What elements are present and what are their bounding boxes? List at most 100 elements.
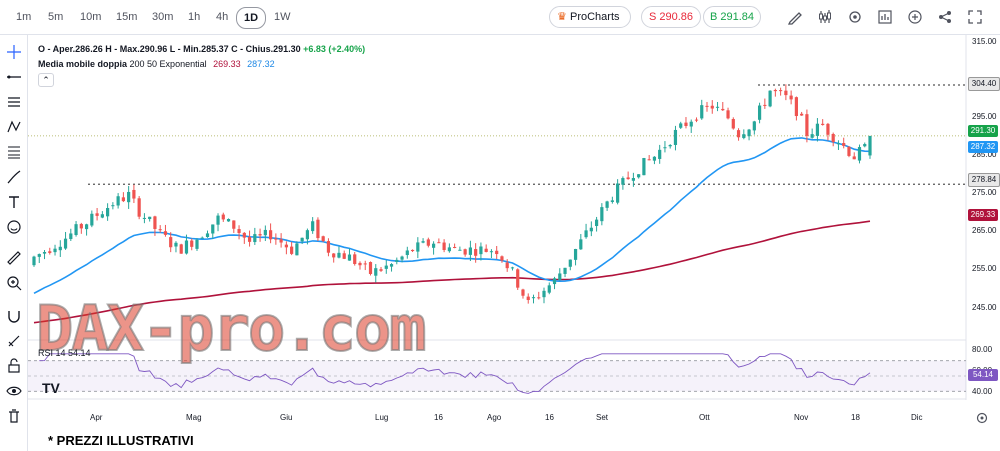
y-tick: 265.00 <box>972 226 997 235</box>
price-chart[interactable] <box>28 35 968 400</box>
candle-body <box>305 230 310 240</box>
candle-body <box>815 123 820 136</box>
add-compare-icon[interactable] <box>906 8 924 26</box>
x-label: Nov <box>794 413 809 422</box>
candle-body <box>731 119 735 129</box>
candle-body <box>226 218 231 222</box>
emoji-icon[interactable] <box>5 218 23 236</box>
candle-body <box>531 297 536 299</box>
x-label: Dic <box>911 413 923 422</box>
candle-body <box>663 147 667 149</box>
crosshair-icon[interactable] <box>5 43 23 61</box>
timeframe-5m[interactable]: 5m <box>48 11 64 23</box>
candle-body <box>821 123 825 125</box>
candle-body <box>757 105 762 120</box>
brush-icon[interactable] <box>5 168 23 186</box>
ma-name: Media mobile doppia <box>38 59 128 69</box>
ma-params: 200 50 Exponential <box>129 59 207 69</box>
candle-body <box>794 97 798 117</box>
eye-icon[interactable] <box>5 382 23 400</box>
candle-body <box>626 177 630 180</box>
candle-body <box>658 149 662 159</box>
candle-body <box>805 114 809 136</box>
lock-icon[interactable] <box>5 357 23 375</box>
candle-body <box>631 178 635 181</box>
candle-body <box>510 267 515 269</box>
candle-body <box>179 244 183 254</box>
timeframe-1h[interactable]: 1h <box>188 11 201 23</box>
share-icon[interactable] <box>936 8 954 26</box>
x-label: 18 <box>851 413 860 422</box>
candle-body <box>53 248 57 253</box>
timeframe-30m[interactable]: 30m <box>152 11 174 23</box>
pencil-icon[interactable] <box>786 8 804 26</box>
candle-body <box>205 233 210 238</box>
candle-body <box>358 262 362 266</box>
magnet-icon[interactable] <box>5 307 23 325</box>
sell-button[interactable]: S 290.86 <box>641 6 701 28</box>
settings-icon[interactable] <box>846 8 864 26</box>
horizontal-line-icon[interactable] <box>5 68 23 86</box>
fib-icon[interactable] <box>5 143 23 161</box>
candle-body <box>63 238 68 249</box>
chart-settings-icon[interactable] <box>975 411 989 425</box>
support-price-tag: 278.84 <box>968 173 1000 187</box>
timeframe-10m[interactable]: 10m <box>80 11 102 23</box>
candle-body <box>153 216 157 229</box>
x-label: Set <box>596 413 609 422</box>
text-icon[interactable] <box>5 193 23 211</box>
ruler-icon[interactable] <box>5 249 23 267</box>
indicators-icon[interactable] <box>876 8 894 26</box>
candle-body <box>216 215 220 225</box>
x-label: Giu <box>280 413 293 422</box>
timeframe-1w[interactable]: 1W <box>274 11 291 23</box>
candle-body <box>321 236 325 241</box>
candle-body <box>42 252 47 254</box>
tradingview-logo: TV <box>42 380 60 396</box>
candle-body <box>474 249 478 256</box>
procharts-button[interactable]: ♛ ProCharts <box>549 6 631 28</box>
candle-body <box>500 256 504 261</box>
candle-body <box>747 129 751 137</box>
candle-body <box>489 251 494 253</box>
timeframe-4h[interactable]: 4h <box>216 11 229 23</box>
timeframe-1d[interactable]: 1D <box>236 7 267 29</box>
candle-body <box>847 146 851 156</box>
x-label: Apr <box>90 413 103 422</box>
candle-body <box>158 229 162 231</box>
candle-body <box>363 263 367 265</box>
trend-lines-icon[interactable] <box>5 93 23 111</box>
candle-body <box>379 269 383 271</box>
candle-body <box>721 108 725 111</box>
candle-body <box>621 178 625 185</box>
candle-body <box>295 243 299 256</box>
candle-body <box>468 247 473 255</box>
timeframe-15m[interactable]: 15m <box>116 11 138 23</box>
candles-icon[interactable] <box>816 8 834 26</box>
pattern-icon[interactable] <box>5 118 23 136</box>
candle-body <box>505 262 509 269</box>
candle-body <box>211 224 215 234</box>
ma200-price-tag: 269.33 <box>968 209 998 221</box>
candle-body <box>416 242 420 252</box>
buy-button[interactable]: B 291.84 <box>703 6 761 28</box>
candle-body <box>736 130 741 138</box>
timeframe-1m[interactable]: 1m <box>16 11 32 23</box>
candle-body <box>184 240 189 254</box>
candle-body <box>368 262 373 274</box>
stay-drawing-icon[interactable] <box>5 332 23 350</box>
candle-body <box>200 237 204 239</box>
candle-body <box>232 220 236 229</box>
candle-body <box>779 90 783 92</box>
candle-body <box>37 254 41 257</box>
trash-icon[interactable] <box>5 407 23 425</box>
ma-legend: Media mobile doppia 200 50 Exponential 2… <box>38 59 275 69</box>
candle-body <box>594 219 599 227</box>
candle-body <box>48 251 52 253</box>
chevron-up-icon: ⌃ <box>42 75 50 85</box>
fullscreen-icon[interactable] <box>966 8 984 26</box>
collapse-legend-button[interactable]: ⌃ <box>38 73 54 87</box>
zoom-icon[interactable] <box>5 274 23 292</box>
candle-body <box>584 230 588 238</box>
candle-body <box>458 249 462 251</box>
